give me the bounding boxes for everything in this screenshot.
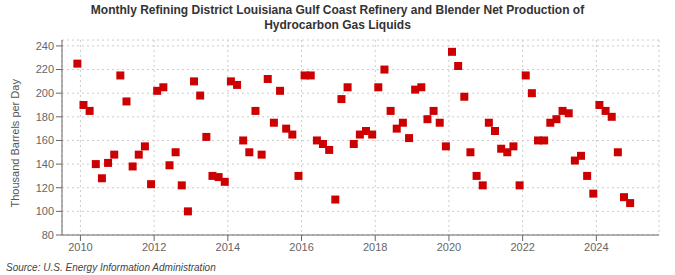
svg-text:120: 120 — [36, 182, 54, 194]
svg-text:80: 80 — [42, 229, 54, 241]
svg-text:140: 140 — [36, 158, 54, 170]
svg-text:2024: 2024 — [584, 241, 608, 253]
svg-text:2016: 2016 — [289, 241, 313, 253]
svg-text:2010: 2010 — [68, 241, 92, 253]
svg-text:2014: 2014 — [216, 241, 240, 253]
svg-text:2012: 2012 — [142, 241, 166, 253]
svg-text:160: 160 — [36, 134, 54, 146]
svg-text:180: 180 — [36, 111, 54, 123]
svg-text:2020: 2020 — [437, 241, 461, 253]
html-text:Source: U.S. Energy Informatio: Source: U.S. Energy Information Administ… — [6, 262, 216, 273]
svg-text:100: 100 — [36, 205, 54, 217]
svg-text:240: 240 — [36, 40, 54, 52]
html-text:Hydrocarbon Gas Liquids: Hydrocarbon Gas Liquids — [264, 18, 411, 32]
svg-text:Thousand Barrels per Day: Thousand Barrels per Day — [9, 79, 21, 208]
svg-text:220: 220 — [36, 63, 54, 75]
svg-text:2022: 2022 — [510, 241, 534, 253]
svg-text:200: 200 — [36, 87, 54, 99]
svg-text:2018: 2018 — [363, 241, 387, 253]
html-text:Monthly Refining District Loui: Monthly Refining District Louisiana Gulf… — [90, 3, 585, 17]
